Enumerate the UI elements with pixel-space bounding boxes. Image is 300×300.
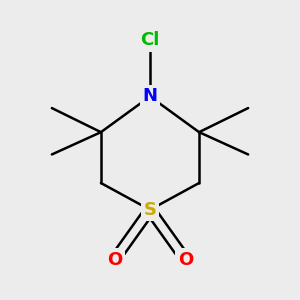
Text: O: O xyxy=(107,251,122,269)
Text: Cl: Cl xyxy=(140,31,160,49)
Text: N: N xyxy=(142,88,158,106)
Text: S: S xyxy=(143,201,157,219)
Text: O: O xyxy=(178,251,193,269)
